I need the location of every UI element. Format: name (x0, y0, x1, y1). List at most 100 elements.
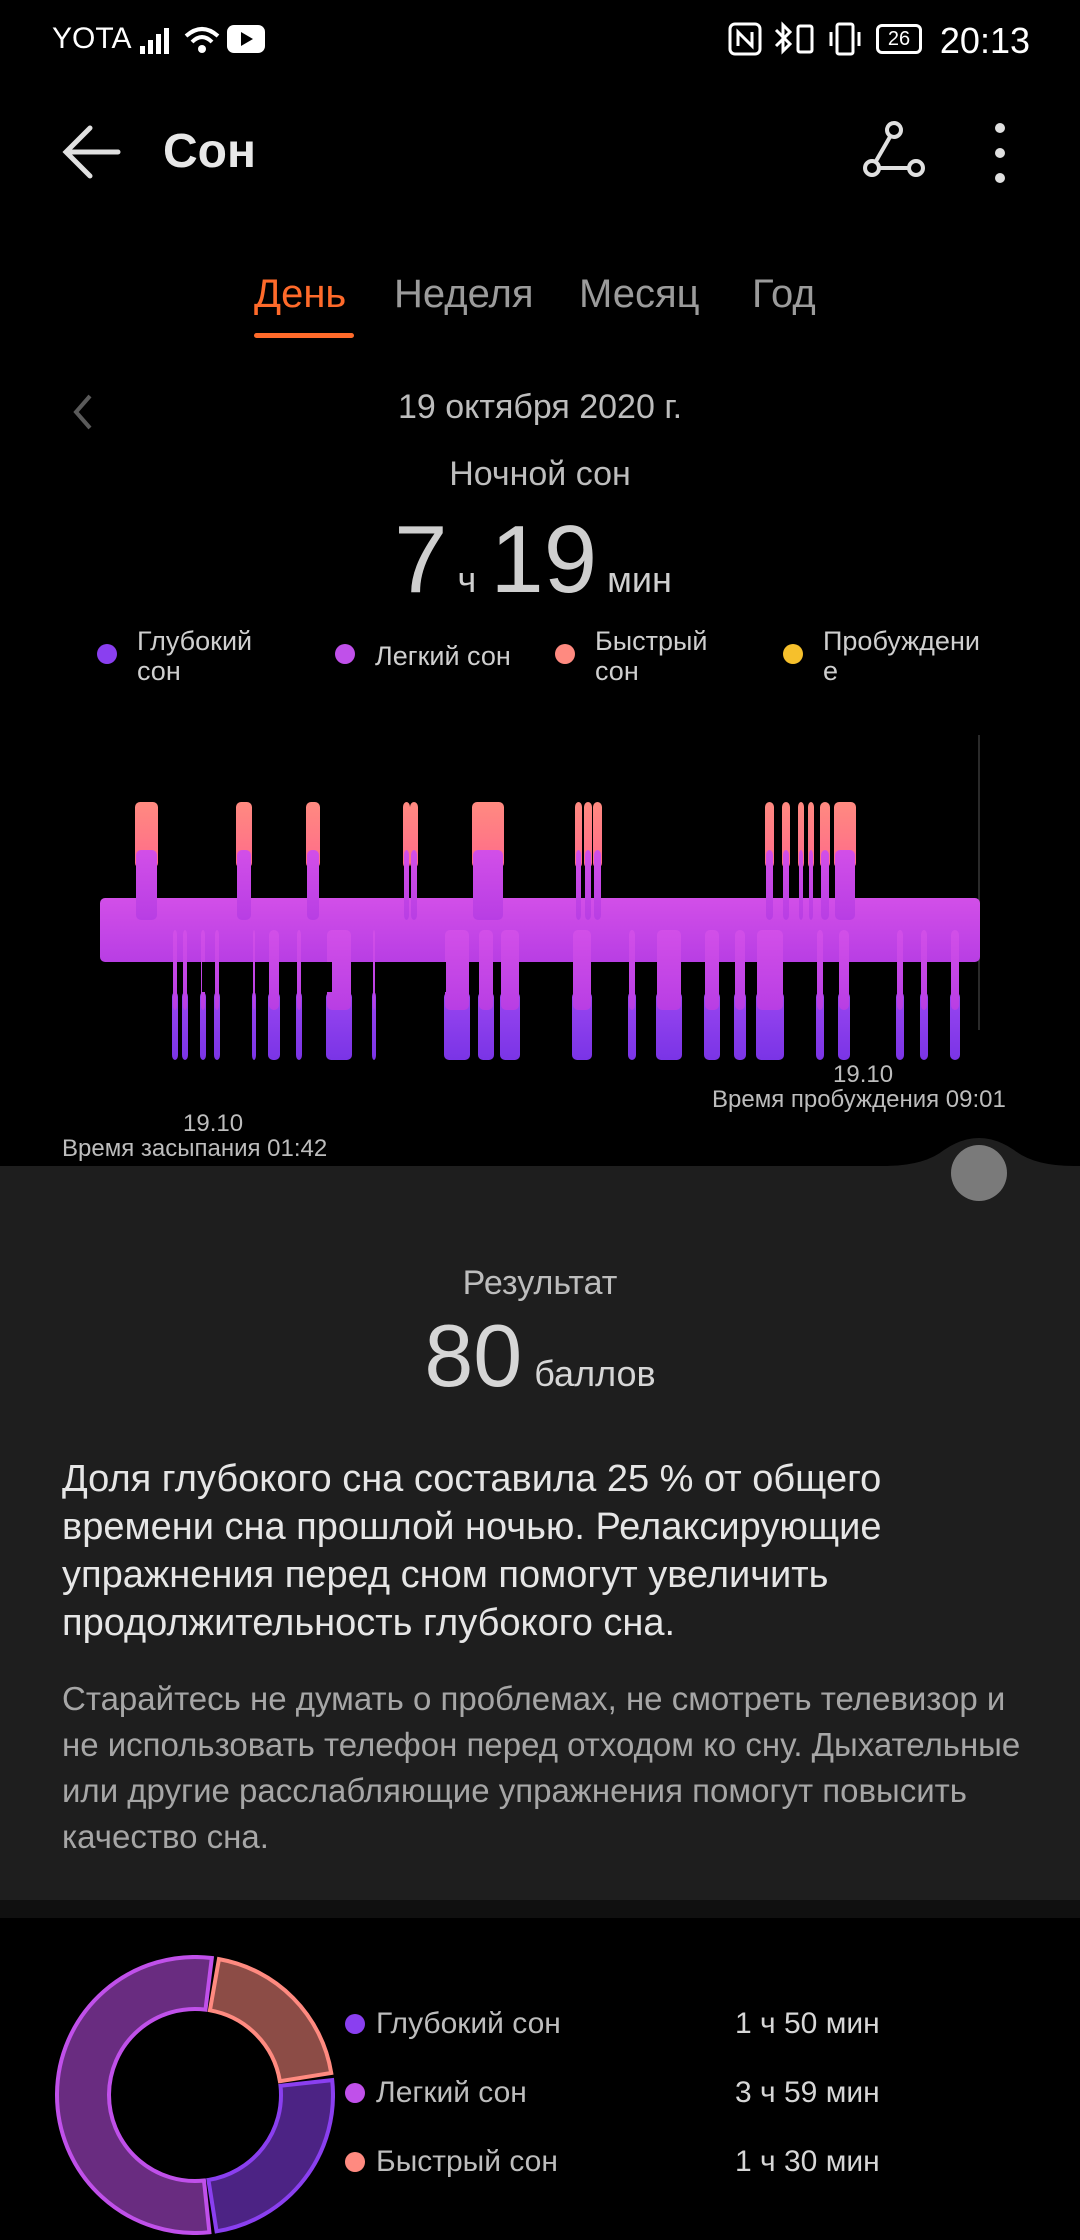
signal-icon (140, 28, 169, 54)
hypno-gap (440, 962, 446, 992)
hypno-connector (576, 850, 581, 920)
result-advice-text: Старайтесь не думать о проблемах, не смо… (62, 1680, 1021, 1855)
hypno-deep-segment (252, 992, 256, 1060)
hypno-connector (253, 930, 255, 1010)
tab-month[interactable]: Месяц (579, 272, 700, 316)
hypno-connector (411, 850, 417, 920)
legend-dot (335, 644, 355, 664)
hypno-deep-segment (816, 992, 824, 1060)
hypno-gap (640, 962, 648, 992)
summary-label-light: Легкий сон (376, 2076, 527, 2109)
hypno-gap (606, 962, 612, 992)
hypno-gap (202, 962, 212, 992)
legend-dot (555, 644, 575, 664)
hypno-connector (799, 850, 803, 920)
hypno-connector (817, 930, 823, 1010)
vibrate-icon (829, 22, 861, 56)
hypno-deep-segment (372, 992, 376, 1060)
hypno-gap (520, 962, 530, 992)
sleep-stage-chart (100, 735, 980, 1060)
hypno-connector (307, 850, 319, 920)
hypno-deep-segment (214, 992, 220, 1060)
hypno-connector (897, 930, 903, 1010)
wifi-icon (184, 27, 220, 53)
summary-value-light: 3 ч 59 мин (735, 2076, 880, 2109)
chevron-left-icon[interactable] (68, 392, 98, 432)
hypno-connector (839, 930, 849, 1010)
sleep-distribution-donut (55, 1955, 335, 2235)
tab-week[interactable]: Неделя (394, 272, 534, 316)
tab-underline (254, 333, 354, 338)
hypno-connector (501, 930, 519, 1010)
hypno-connector (373, 930, 375, 1010)
nfc-icon (728, 22, 762, 56)
hypno-connector (269, 930, 279, 1010)
hypno-connector (327, 930, 351, 1010)
hypno-connector (735, 930, 745, 1010)
hypno-connector (173, 930, 177, 1010)
hypno-connector (473, 850, 503, 920)
status-bar: YOTA 26 20:13 (0, 0, 1080, 80)
legend-label: Глубокий сон (137, 626, 253, 686)
hypno-gap (160, 962, 170, 992)
hypno-connector (821, 850, 829, 920)
clock: 20:13 (939, 20, 1030, 61)
score-unit: баллов (534, 1353, 656, 1394)
arrow-left-icon[interactable] (60, 120, 124, 184)
battery-icon: 26 (876, 24, 922, 54)
more-vertical-icon[interactable] (985, 120, 1015, 186)
hypno-rem-segment (808, 802, 814, 868)
hypno-connector (594, 850, 601, 920)
youtube-icon (227, 25, 265, 53)
hypno-connector (183, 930, 187, 1010)
wake-time: Время пробуждения 09:01 (712, 1086, 1006, 1113)
legend-label: Пробуждени е (823, 626, 980, 686)
share-nodes-icon[interactable] (860, 120, 928, 188)
result-card (0, 1166, 1080, 1900)
result-label: Результат (462, 1264, 618, 1302)
hypno-connector (445, 930, 469, 1010)
hypno-connector (297, 930, 301, 1010)
battery-level: 26 (887, 28, 911, 50)
hypno-gap (262, 962, 266, 992)
hypno-connector (951, 930, 959, 1010)
date-label: 19 октября 2020 г. (397, 388, 683, 426)
hypno-connector (136, 850, 157, 920)
donut-segment-rem (207, 1956, 334, 2084)
hypno-connector (629, 930, 635, 1010)
hypno-connector (479, 930, 493, 1010)
page-title: Сон (163, 125, 256, 178)
hypno-deep-segment (200, 992, 206, 1060)
donut-segment-light (55, 1955, 215, 2235)
hypno-deep-segment (920, 992, 928, 1060)
hypno-connector (237, 850, 251, 920)
summary-value-rem: 1 ч 30 мин (735, 2145, 880, 2178)
hypno-connector (215, 930, 219, 1010)
hypno-gap (930, 962, 934, 992)
hypno-deep-segment (182, 992, 188, 1060)
duration-hours: 7 (394, 506, 448, 613)
duration-hours-unit: ч (457, 559, 477, 600)
hypno-connector (657, 930, 681, 1010)
hypno-deep-segment (628, 992, 636, 1060)
summary-label-rem: Быстрый сон (376, 2145, 558, 2178)
tab-day[interactable]: День (254, 272, 347, 316)
chart-scrubber-handle[interactable] (951, 1145, 1007, 1201)
summary-dot-light (345, 2083, 365, 2103)
summary-label-deep: Глубокий сон (376, 2007, 561, 2040)
tab-year[interactable]: Год (752, 272, 816, 316)
score-value: 80 (424, 1306, 523, 1405)
section-divider (0, 1900, 1080, 1918)
hypno-connector (921, 930, 927, 1010)
summary-value-deep: 1 ч 50 мин (735, 2007, 880, 2040)
hypno-gap (862, 962, 866, 992)
legend-dot (783, 644, 803, 664)
hypno-deep-segment (172, 992, 178, 1060)
carrier-label: YOTA (52, 22, 132, 55)
result-main-text: Доля глубокого сна составила 25 % от общ… (62, 1458, 882, 1644)
hypno-connector (766, 850, 773, 920)
summary-dot-rem (345, 2152, 365, 2172)
legend-label: Легкий сон (375, 641, 511, 671)
hypno-connector (835, 850, 855, 920)
hypno-connector (757, 930, 783, 1010)
